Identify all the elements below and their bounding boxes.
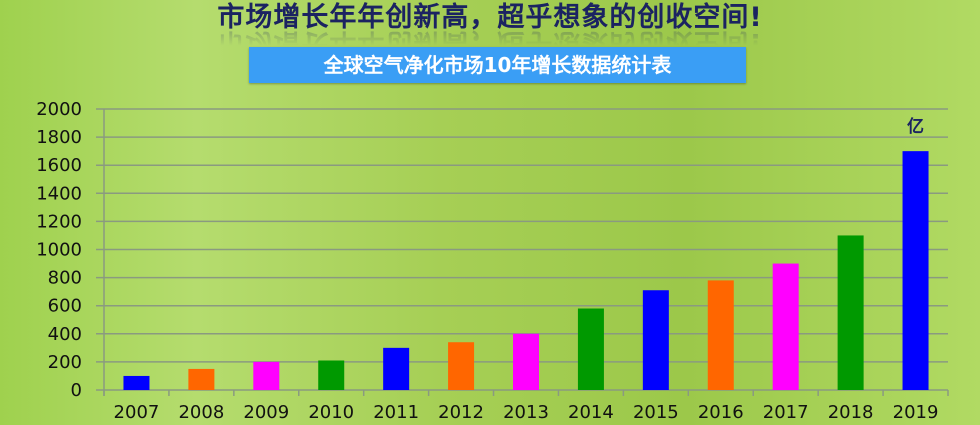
x-tick-label: 2014	[568, 402, 614, 423]
x-tick-label: 2017	[763, 402, 809, 423]
y-tick-label: 0	[71, 380, 82, 401]
bar-2018	[837, 235, 864, 390]
x-tick-label: 2009	[243, 402, 289, 423]
x-tick-label: 2007	[114, 402, 160, 423]
y-tick-label: 400	[48, 324, 82, 345]
y-tick-label: 1800	[36, 127, 82, 148]
bar-2011	[383, 347, 410, 390]
x-tick-label: 2015	[633, 402, 679, 423]
unit-label: 亿	[907, 116, 924, 137]
x-tick-label: 2016	[698, 402, 744, 423]
bar-2015	[642, 290, 669, 390]
x-tick-label: 2012	[438, 402, 484, 423]
bar-2009	[253, 361, 280, 390]
y-tick-label: 800	[48, 268, 82, 289]
x-tick-label: 2011	[373, 402, 419, 423]
y-tick-label: 1400	[36, 183, 82, 204]
x-tick-label: 2008	[178, 402, 224, 423]
bar-2014	[577, 308, 604, 390]
headline: 市场增长年年创新高，超乎想象的创收空间!	[217, 2, 763, 33]
x-tick-label: 2010	[308, 402, 354, 423]
bar-2007	[123, 375, 150, 390]
chart-title-banner: 全球空气净化市场10年增长数据统计表	[249, 47, 746, 83]
y-tick-label: 200	[48, 352, 82, 373]
y-tick-label: 2000	[36, 99, 82, 120]
bar-2012	[448, 342, 475, 390]
x-tick-label: 2018	[828, 402, 874, 423]
bar-2010	[318, 360, 345, 390]
bar-2008	[188, 368, 215, 390]
x-tick-label: 2013	[503, 402, 549, 423]
y-tick-label: 600	[48, 296, 82, 317]
bar-2017	[772, 263, 799, 390]
x-tick-label: 2019	[893, 402, 939, 423]
bar-2019	[902, 151, 929, 390]
y-tick-label: 1600	[36, 155, 82, 176]
bar-2013	[513, 333, 539, 390]
bar-2016	[707, 280, 734, 390]
y-tick-label: 1000	[36, 240, 82, 261]
y-tick-label: 1200	[36, 211, 82, 232]
